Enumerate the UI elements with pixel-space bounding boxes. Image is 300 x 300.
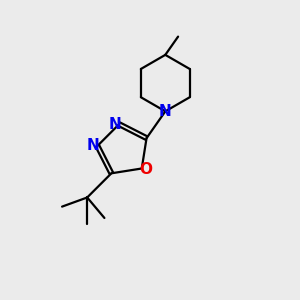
Text: N: N [108, 117, 121, 132]
Text: O: O [139, 163, 152, 178]
Text: N: N [159, 104, 172, 119]
Text: N: N [87, 138, 99, 153]
